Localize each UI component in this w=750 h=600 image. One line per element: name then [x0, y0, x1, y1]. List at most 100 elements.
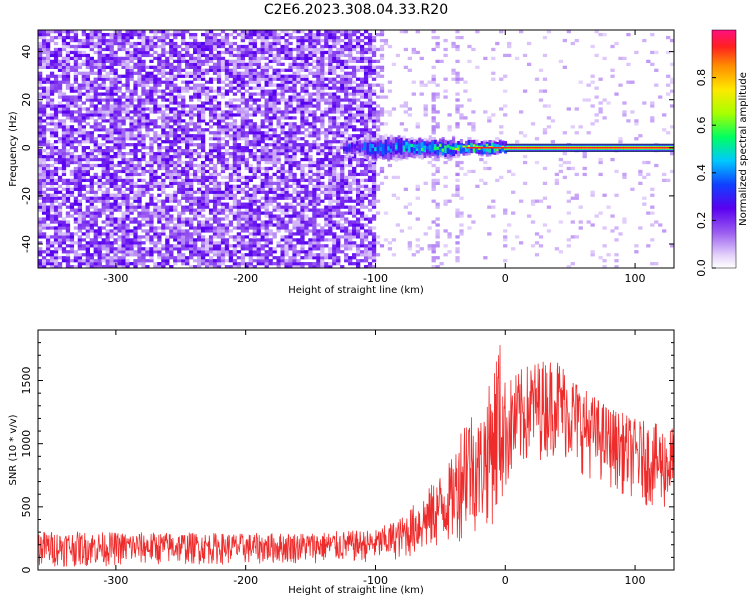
heatmap-cell — [340, 32, 345, 37]
heatmap-cell — [288, 122, 293, 126]
heatmap-cell — [49, 149, 55, 153]
heatmap-cell — [85, 116, 90, 120]
heatmap-cell — [101, 247, 106, 251]
heatmap-cell — [97, 211, 102, 215]
heatmap-cell — [65, 190, 71, 194]
heatmap-cell — [149, 149, 154, 153]
heatmap-cell — [169, 128, 174, 132]
heatmap-cell — [145, 190, 150, 194]
heatmap-cell — [312, 187, 317, 191]
heatmap-cell — [41, 80, 47, 84]
heatmap-cell — [248, 250, 253, 254]
heatmap-cell — [348, 172, 353, 177]
heatmap-cell — [204, 238, 210, 242]
heatmap-cell — [216, 140, 222, 144]
heatmap-cell — [93, 253, 98, 257]
heatmap-cell — [252, 137, 257, 141]
heatmap-cell — [308, 110, 313, 114]
heatmap-cell — [141, 134, 146, 138]
heatmap-cell — [363, 157, 369, 162]
heatmap-cell — [173, 166, 178, 171]
heatmap-cell — [169, 205, 174, 209]
heatmap-cell — [328, 86, 333, 90]
heatmap-cell — [308, 181, 313, 185]
heatmap-cell — [133, 86, 138, 90]
heatmap-cell — [208, 160, 214, 165]
heatmap-cell — [145, 223, 150, 227]
heatmap-cell — [125, 241, 130, 245]
heatmap-cell — [181, 169, 186, 174]
heatmap-cell — [129, 119, 134, 123]
heatmap-cell — [256, 140, 261, 144]
heatmap-cell — [276, 205, 281, 209]
heatmap-cell — [212, 199, 218, 203]
heatmap-cell — [121, 166, 126, 171]
heatmap-cell — [200, 92, 206, 96]
heatmap-cell — [320, 98, 325, 102]
heatmap-cell — [113, 247, 118, 251]
heatmap-cell — [363, 187, 369, 191]
heatmap-cell — [65, 250, 71, 254]
heatmap-cell — [232, 211, 238, 215]
heatmap-cell — [149, 175, 154, 180]
heatmap-cell — [41, 259, 47, 263]
heatmap-cell — [49, 175, 55, 180]
heatmap-cell — [300, 199, 305, 203]
heatmap-cell — [228, 163, 234, 168]
heatmap-cell — [165, 154, 170, 159]
heatmap-cell — [165, 163, 170, 168]
heatmap-cell — [244, 193, 249, 197]
heatmap-cell — [101, 169, 106, 174]
heatmap-cell — [165, 50, 170, 55]
heatmap-cell — [137, 41, 142, 46]
heatmap-cell — [157, 35, 162, 40]
heatmap-cell — [161, 199, 166, 203]
heatmap-cell — [292, 250, 297, 254]
heatmap-cell — [93, 181, 98, 185]
heatmap-cell — [41, 50, 47, 55]
heatmap-cell — [344, 95, 349, 99]
heatmap-cell — [141, 190, 146, 194]
heatmap-cell — [216, 128, 222, 132]
heatmap-cell — [193, 196, 198, 200]
heatmap-cell — [252, 62, 257, 66]
heatmap-cell — [236, 128, 242, 132]
heatmap-cell — [81, 125, 86, 129]
heatmap-cell — [117, 247, 122, 251]
heatmap-cell — [137, 131, 142, 135]
heatmap-cell — [173, 41, 178, 46]
heatmap-cell — [125, 30, 130, 34]
heatmap-cell — [252, 47, 257, 52]
heatmap-cell — [169, 157, 174, 162]
heatmap-cell — [193, 122, 198, 126]
heatmap-cell — [133, 199, 138, 203]
heatmap-cell — [320, 181, 325, 185]
heatmap-cell — [109, 89, 114, 93]
heatmap-cell — [363, 193, 369, 197]
heatmap-cell — [348, 113, 353, 117]
heatmap-cell — [240, 131, 245, 135]
heatmap-cell — [49, 262, 55, 266]
heatmap-cell — [41, 77, 47, 81]
heatmap-cell — [65, 116, 71, 120]
heatmap-cell — [161, 146, 166, 150]
heatmap-cell — [117, 125, 122, 129]
heatmap-cell — [208, 235, 214, 239]
heatmap-cell — [38, 184, 43, 188]
heatmap-cell — [272, 128, 277, 132]
heatmap-cell — [272, 35, 277, 40]
heatmap-cell — [300, 62, 305, 66]
heatmap-cell — [129, 190, 134, 194]
heatmap-cell — [189, 190, 194, 194]
heatmap-cell — [173, 119, 178, 123]
heatmap-cell — [105, 77, 110, 81]
heatmap-cell — [81, 44, 86, 49]
heatmap-cell — [340, 80, 345, 84]
heatmap-cell — [204, 80, 210, 84]
heatmap-cell — [336, 163, 341, 168]
heatmap-cell — [292, 157, 297, 162]
heatmap-cell — [276, 214, 281, 218]
heatmap-cell — [53, 113, 59, 117]
heatmap-cell — [352, 95, 357, 99]
heatmap-cell — [137, 259, 142, 263]
